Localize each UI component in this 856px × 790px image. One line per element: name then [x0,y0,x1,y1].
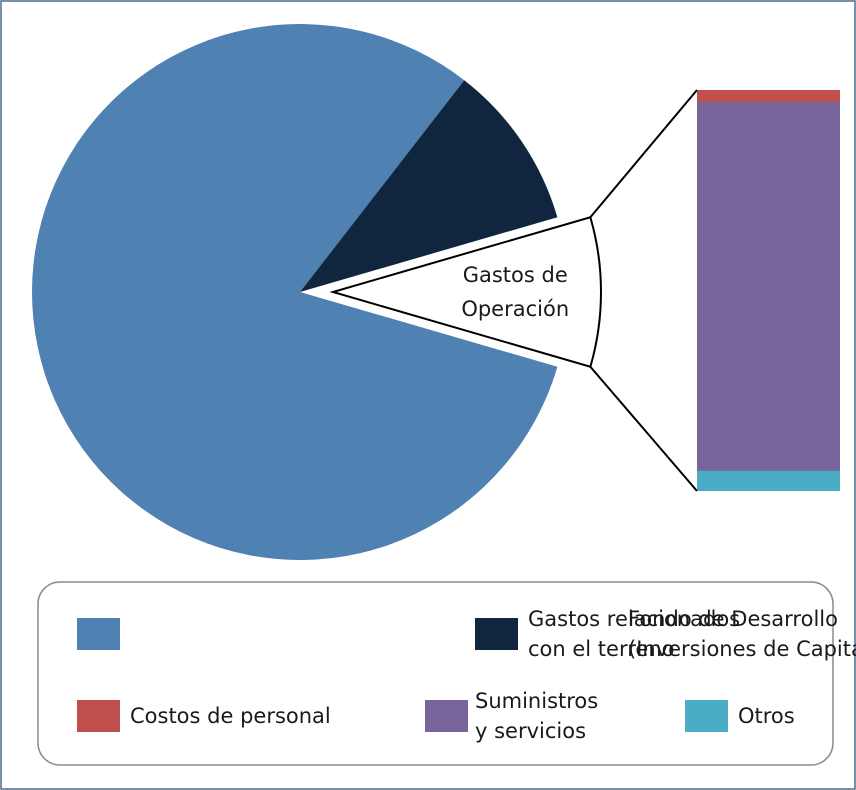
pie-slice [300,80,558,292]
legend-label: Fondo de Desarrollo (Inversiones de Capit… [628,607,856,661]
legend-label-line: Costos de personal [130,704,331,728]
legend-label-line: (Inversiones de Capital) [628,637,856,661]
legend-label-line: y servicios [475,719,586,743]
legend-label-line: con el terreno [528,637,674,661]
legend-swatch [425,700,468,732]
legend-swatch [77,700,120,732]
pie-slice [32,23,558,561]
bar-segment [697,90,840,103]
legend-swatch [77,618,120,650]
legend [37,581,834,766]
legend-label: Suministros y servicios [475,689,598,743]
slice-label-line: Gastos de [463,263,568,287]
legend-label-line: Gastos relacionados [528,607,740,631]
legend-label-line: Fondo de Desarrollo [628,607,838,631]
slice-label-line: Operación [461,297,569,321]
slice-label: Gastos de Operación [461,263,569,321]
legend-label-line: Suministros [475,689,598,713]
connector [589,89,698,218]
bar-segment [697,470,840,491]
legend-label: Costos de personal [130,704,331,728]
legend-swatch [475,618,518,650]
legend-label: Otros [738,704,795,728]
connector [589,366,698,492]
pie-slice [329,215,603,369]
bar-segment [697,102,840,471]
legend-label: Gastos relacionados con el terreno [528,607,740,661]
legend-label-line: Otros [738,704,795,728]
legend-swatch [685,700,728,732]
